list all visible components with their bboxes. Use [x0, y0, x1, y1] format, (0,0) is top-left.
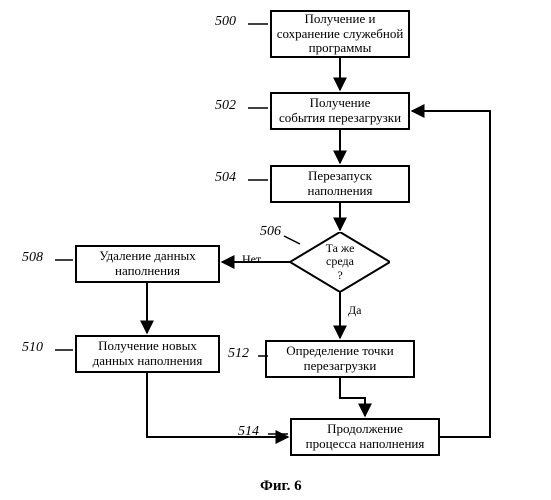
node-506-text: Та жесреда?	[326, 242, 355, 282]
node-512: Определение точкиперезагрузки	[265, 340, 415, 378]
node-510-text: Получение новыхданных наполнения	[93, 339, 203, 369]
node-502-text: Получениесобытия перезагрузки	[279, 96, 401, 126]
node-508: Удаление данныхнаполнения	[75, 245, 220, 283]
figure-caption: Фиг. 6	[260, 478, 302, 495]
ref-514: 514	[238, 424, 259, 440]
node-504: Перезапускнаполнения	[270, 165, 410, 203]
node-508-text: Удаление данныхнаполнения	[99, 249, 196, 279]
node-510: Получение новыхданных наполнения	[75, 335, 220, 373]
ref-506: 506	[260, 224, 281, 240]
edge-label-yes: Да	[348, 303, 362, 318]
node-500-text: Получение исохранение служебнойпрограммы	[277, 12, 404, 57]
ref-512: 512	[228, 346, 249, 362]
flowchart-canvas: Получение исохранение служебнойпрограммы…	[0, 0, 551, 500]
ref-508: 508	[22, 250, 43, 266]
ref-504: 504	[215, 170, 236, 186]
node-514: Продолжениепроцесса наполнения	[290, 418, 440, 456]
node-502: Получениесобытия перезагрузки	[270, 92, 410, 130]
ref-510: 510	[22, 340, 43, 356]
edge-label-no: Нет	[242, 252, 261, 267]
node-514-text: Продолжениепроцесса наполнения	[306, 422, 425, 452]
node-512-text: Определение точкиперезагрузки	[286, 344, 394, 374]
node-506: Та жесреда?	[290, 232, 390, 292]
ref-502: 502	[215, 98, 236, 114]
node-504-text: Перезапускнаполнения	[308, 169, 373, 199]
ref-500: 500	[215, 14, 236, 30]
node-500: Получение исохранение служебнойпрограммы	[270, 10, 410, 58]
